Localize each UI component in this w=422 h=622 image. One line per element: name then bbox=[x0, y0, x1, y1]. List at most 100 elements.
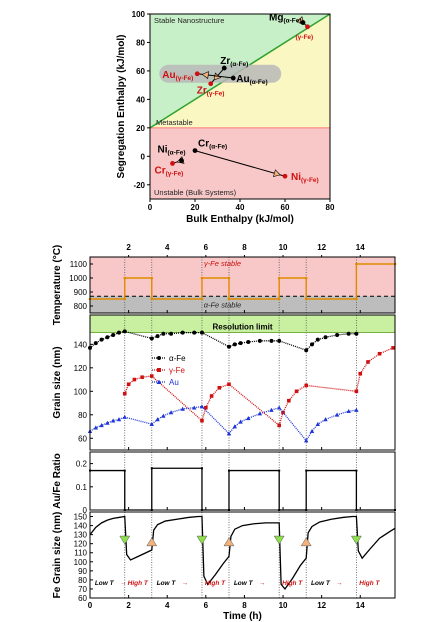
series-line bbox=[89, 405, 357, 442]
resolution-label: Resolution limit bbox=[213, 323, 273, 332]
y-tick-label: 100 bbox=[74, 558, 88, 567]
top-x-tick-label: 4 bbox=[165, 243, 170, 252]
point-label: Zr(α-Fe) bbox=[220, 56, 248, 68]
series-point bbox=[309, 342, 314, 347]
point-label: Mg(α-Fe) bbox=[269, 13, 302, 25]
top-x-tick-label: 8 bbox=[242, 243, 247, 252]
legend-marker bbox=[156, 379, 162, 384]
y-tick-label: 800 bbox=[74, 302, 88, 311]
cycle-label: Low T bbox=[311, 580, 331, 587]
cooling-marker bbox=[196, 535, 208, 545]
data-point bbox=[208, 81, 214, 87]
series-point bbox=[246, 416, 251, 421]
series-point bbox=[232, 342, 237, 347]
legend-marker bbox=[157, 356, 161, 360]
series-line bbox=[90, 467, 395, 511]
panel-2: Resolution limit α-Fe γ-Fe Au 60 80 100 120 140 G… bbox=[52, 314, 396, 451]
y-tick-label: 80 bbox=[136, 38, 145, 47]
series-point bbox=[199, 330, 204, 335]
series-point bbox=[346, 408, 351, 414]
series-point bbox=[304, 348, 309, 353]
point-label: (γ-Fe) bbox=[296, 34, 314, 41]
x-tick-label: 60 bbox=[281, 203, 290, 212]
series-point bbox=[150, 297, 154, 301]
series-point bbox=[199, 404, 205, 409]
series-point bbox=[140, 375, 144, 380]
series-point bbox=[217, 385, 222, 390]
y-tick-label: 0.2 bbox=[76, 460, 88, 469]
series-point bbox=[276, 405, 282, 410]
series-point bbox=[110, 418, 116, 423]
y-tick-label: 130 bbox=[74, 531, 88, 540]
series-point bbox=[227, 382, 231, 387]
series-point bbox=[105, 335, 110, 340]
y-tick-label: 60 bbox=[78, 434, 87, 443]
y-tick-label: 140 bbox=[74, 340, 88, 349]
top-x-tick-label: 14 bbox=[356, 243, 365, 252]
x-tick-label: 80 bbox=[326, 203, 335, 212]
series-point bbox=[354, 389, 359, 394]
series-point bbox=[132, 377, 137, 382]
point-label: Cr(α-Fe) bbox=[198, 139, 227, 151]
series-point bbox=[180, 406, 185, 411]
y-tick-label: 1100 bbox=[70, 260, 88, 269]
y-tick-label: 100 bbox=[132, 10, 146, 19]
series-point bbox=[200, 418, 204, 423]
y-tick-label: 80 bbox=[78, 576, 87, 585]
series-point bbox=[355, 262, 358, 266]
series-point bbox=[277, 297, 281, 301]
series-point bbox=[122, 329, 127, 334]
series-point bbox=[116, 417, 122, 422]
panel-1: γ-Fe stable α-Fe stable 800 900 1000 1100 Temp… bbox=[52, 245, 397, 325]
series-point bbox=[269, 407, 274, 412]
series-point bbox=[257, 338, 262, 343]
series-point bbox=[192, 330, 197, 335]
series-point bbox=[149, 421, 154, 426]
x-tick-label: 10 bbox=[279, 601, 288, 610]
series-point bbox=[126, 382, 131, 387]
series-point bbox=[93, 425, 98, 430]
y-tick-label: 60 bbox=[78, 594, 87, 603]
y-tick-label: 0.1 bbox=[76, 483, 88, 492]
series-point bbox=[93, 341, 98, 346]
series-point bbox=[294, 389, 299, 394]
region-label-stable: Stable Nanostructure bbox=[154, 16, 224, 25]
band bbox=[90, 296, 395, 313]
top-x-tick-label: 12 bbox=[317, 243, 326, 252]
y-tick-label: 60 bbox=[136, 67, 145, 76]
series-point bbox=[305, 469, 308, 472]
data-point bbox=[194, 71, 200, 77]
series-point bbox=[200, 467, 203, 470]
series-point bbox=[277, 338, 282, 343]
series-point bbox=[304, 383, 309, 388]
enthalpy-chart: Stable Nanostructure Metastable Unstable (… bbox=[116, 10, 335, 225]
x-axis-title: Bulk Enthalpy (kJ/mol) bbox=[186, 214, 294, 225]
top-x-tick-label: 10 bbox=[279, 243, 288, 252]
series-point bbox=[116, 330, 121, 335]
cycle-label: Low T bbox=[95, 580, 115, 587]
x-tick-label: 0 bbox=[88, 601, 93, 610]
legend-marker bbox=[157, 368, 161, 372]
y-tick-label: 100 bbox=[74, 387, 88, 396]
cycle-arrow: → bbox=[157, 580, 164, 587]
point-label: Au(γ-Fe) bbox=[162, 70, 193, 82]
series-point bbox=[105, 420, 110, 425]
cycle-arrow: → bbox=[120, 580, 127, 587]
data-point bbox=[300, 20, 306, 25]
series-point bbox=[232, 424, 237, 429]
y-tick-label: -20 bbox=[133, 181, 145, 190]
x-tick-label: 12 bbox=[317, 601, 326, 610]
series-point bbox=[277, 276, 281, 280]
series-point bbox=[155, 417, 160, 422]
series-point bbox=[315, 337, 320, 342]
cooling-marker bbox=[119, 535, 131, 545]
series-point bbox=[335, 332, 340, 337]
y-tick-label: 0 bbox=[83, 506, 88, 515]
series-point bbox=[180, 330, 185, 335]
series-point bbox=[238, 341, 243, 346]
legend-label: α-Fe bbox=[169, 354, 186, 363]
y-tick-label: 900 bbox=[74, 288, 88, 297]
band bbox=[90, 257, 395, 297]
